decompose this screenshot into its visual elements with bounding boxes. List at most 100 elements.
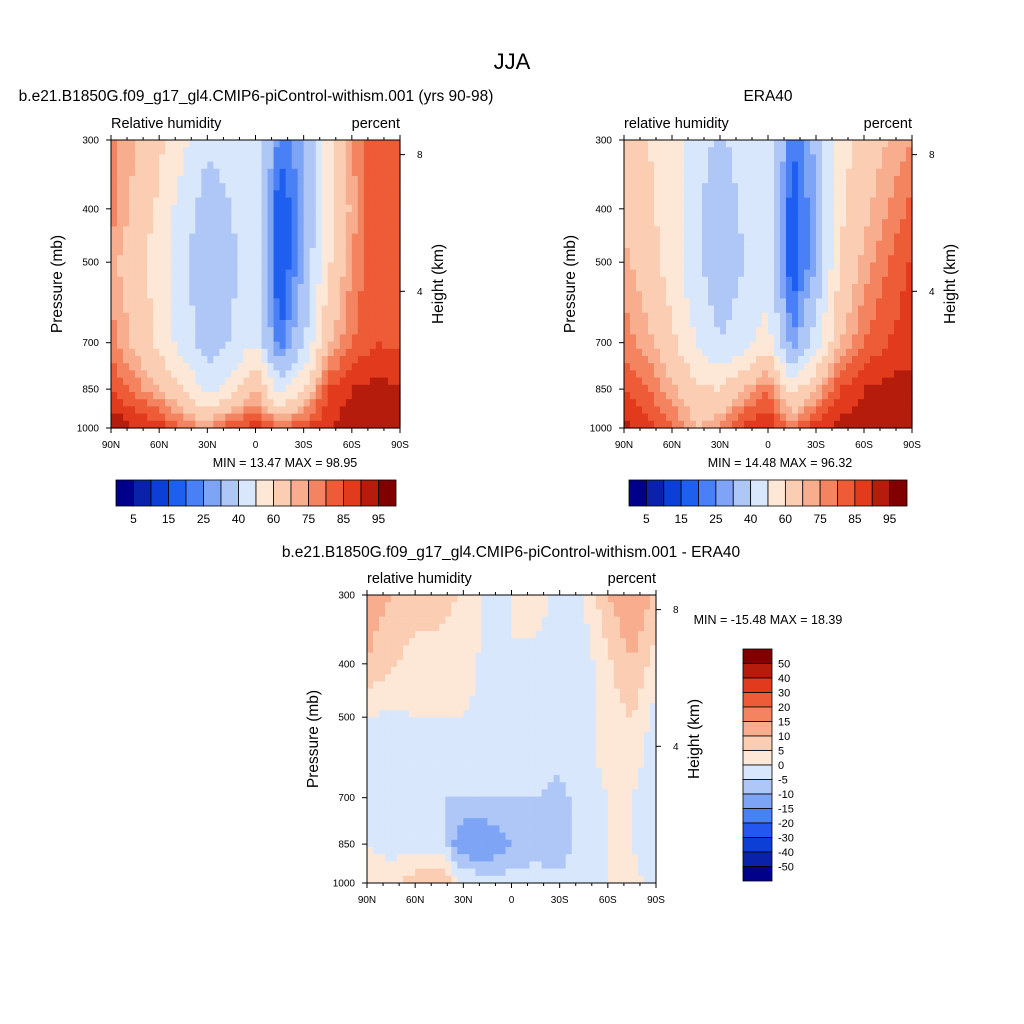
- field-cell: [511, 652, 519, 661]
- field-cell: [487, 667, 495, 675]
- field-cell: [463, 595, 470, 603]
- field-cell: [255, 356, 263, 364]
- field-cell: [375, 262, 383, 271]
- colorbar: 5 15 25 40 60 75 85 95: [115, 479, 397, 526]
- field-cell: [523, 602, 531, 610]
- field-cell: [409, 724, 416, 733]
- field-cell: [445, 602, 452, 610]
- field-cell: [147, 312, 154, 321]
- field-cell: [720, 168, 727, 177]
- field-cell: [415, 638, 422, 646]
- field-cell: [636, 399, 643, 407]
- field-cell: [888, 348, 895, 357]
- field-cell: [906, 190, 913, 199]
- field-cell: [433, 652, 440, 661]
- field-cell: [207, 420, 214, 429]
- field-cell: [900, 377, 907, 386]
- field-cell: [297, 348, 305, 357]
- field-cell: [177, 320, 184, 328]
- field-cell: [183, 291, 190, 299]
- field-cell: [876, 305, 883, 314]
- field-cell: [774, 269, 781, 278]
- field-cell: [690, 190, 697, 199]
- field-cell: [261, 356, 269, 364]
- field-cell: [111, 341, 118, 350]
- field-cell: [469, 595, 476, 603]
- colorbar-label: 60: [267, 512, 281, 526]
- field-cell: [906, 204, 913, 213]
- field-cell: [816, 255, 823, 263]
- field-cell: [738, 147, 745, 155]
- field-cell: [505, 710, 513, 718]
- field-cell: [589, 717, 597, 726]
- field-cell: [219, 226, 226, 235]
- field-cell: [303, 147, 311, 155]
- field-cell: [397, 724, 404, 733]
- field-cell: [201, 240, 208, 249]
- field-cell: [846, 190, 853, 199]
- field-cell: [726, 269, 733, 278]
- field-cell: [714, 327, 721, 335]
- field-cell: [654, 262, 661, 271]
- field-cell: [648, 233, 655, 242]
- field-cell: [750, 168, 757, 177]
- field-cell: [792, 305, 799, 314]
- field-cell: [415, 717, 422, 726]
- field-cell: [714, 276, 721, 285]
- field-cell: [565, 652, 573, 661]
- field-cell: [726, 190, 733, 199]
- field-cell: [333, 248, 341, 256]
- field-cell: [852, 140, 859, 148]
- field-cell: [654, 392, 661, 400]
- field-cell: [577, 623, 585, 632]
- field-cell: [660, 161, 667, 170]
- field-cell: [822, 363, 829, 371]
- field-cell: [153, 276, 160, 285]
- field-cell: [369, 370, 377, 379]
- field-cell: [487, 602, 495, 610]
- field-cell: [249, 269, 257, 278]
- field-cell: [774, 334, 781, 343]
- field-cell: [393, 305, 401, 314]
- field-cell: [147, 320, 154, 328]
- field-cell: [363, 140, 371, 148]
- field-cell: [351, 176, 359, 184]
- field-cell: [433, 638, 440, 646]
- field-cell: [333, 305, 341, 314]
- field-cell: [756, 219, 763, 227]
- field-cell: [267, 183, 275, 191]
- y2-axis-title: Height (km): [942, 244, 959, 324]
- field-cell: [852, 384, 859, 393]
- field-cell: [345, 392, 353, 400]
- field-cell: [153, 312, 160, 321]
- field-cell: [207, 377, 214, 386]
- field-cell: [339, 161, 347, 170]
- field-cell: [367, 674, 374, 682]
- field-cell: [888, 219, 895, 227]
- field-cell: [900, 406, 907, 415]
- field-cell: [583, 681, 591, 690]
- field-cell: [738, 226, 745, 235]
- field-cell: [565, 638, 573, 646]
- field-cell: [189, 262, 196, 271]
- field-cell: [702, 212, 709, 220]
- field-cell: [135, 384, 142, 393]
- field-cell: [291, 176, 299, 184]
- field-cell: [315, 298, 323, 307]
- field-cell: [858, 226, 865, 235]
- field-cell: [858, 291, 865, 299]
- field-cell: [678, 370, 685, 379]
- field-cell: [351, 327, 359, 335]
- field-cell: [762, 212, 769, 220]
- field-cell: [201, 176, 208, 184]
- field-cell: [321, 327, 329, 335]
- field-cell: [846, 370, 853, 379]
- field-cell: [117, 212, 124, 220]
- field-cell: [297, 413, 305, 422]
- field-cell: [810, 219, 817, 227]
- field-cell: [309, 363, 317, 371]
- field-cell: [369, 161, 377, 170]
- field-cell: [171, 262, 178, 271]
- field-cell: [309, 190, 317, 199]
- field-cell: [279, 399, 287, 407]
